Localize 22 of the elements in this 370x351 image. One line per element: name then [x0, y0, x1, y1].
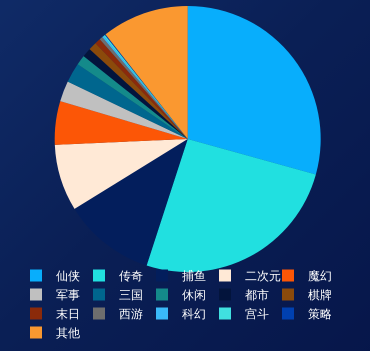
legend-label: 西游	[119, 307, 143, 322]
legend-label: 仙侠	[56, 269, 80, 284]
pie-slice	[60, 82, 188, 139]
legend-label: 二次元	[245, 269, 281, 284]
legend-label: 科幻	[182, 307, 206, 322]
pie-slice	[146, 138, 316, 272]
pie-slice	[54, 138, 188, 209]
legend-label: 末日	[56, 307, 80, 322]
pie-slice	[68, 64, 188, 139]
legend-label: 魔幻	[308, 269, 332, 284]
legend-label: 三国	[119, 288, 143, 302]
legend-label: 休闲	[182, 288, 206, 302]
legend-label: 传奇	[119, 269, 143, 284]
legend-label: 其他	[56, 326, 80, 340]
legend-label: 军事	[56, 288, 80, 302]
legend-label: 宫斗	[245, 307, 269, 322]
legend-label: 捕鱼	[182, 269, 206, 284]
pie-slice	[74, 138, 188, 266]
legend-label: 都市	[245, 288, 269, 302]
pie-slice	[106, 6, 188, 139]
pie-slice	[54, 101, 188, 145]
pie-slice	[188, 6, 321, 174]
